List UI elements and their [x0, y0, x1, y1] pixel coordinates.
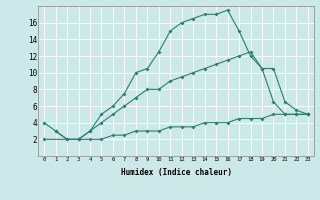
X-axis label: Humidex (Indice chaleur): Humidex (Indice chaleur): [121, 168, 231, 177]
